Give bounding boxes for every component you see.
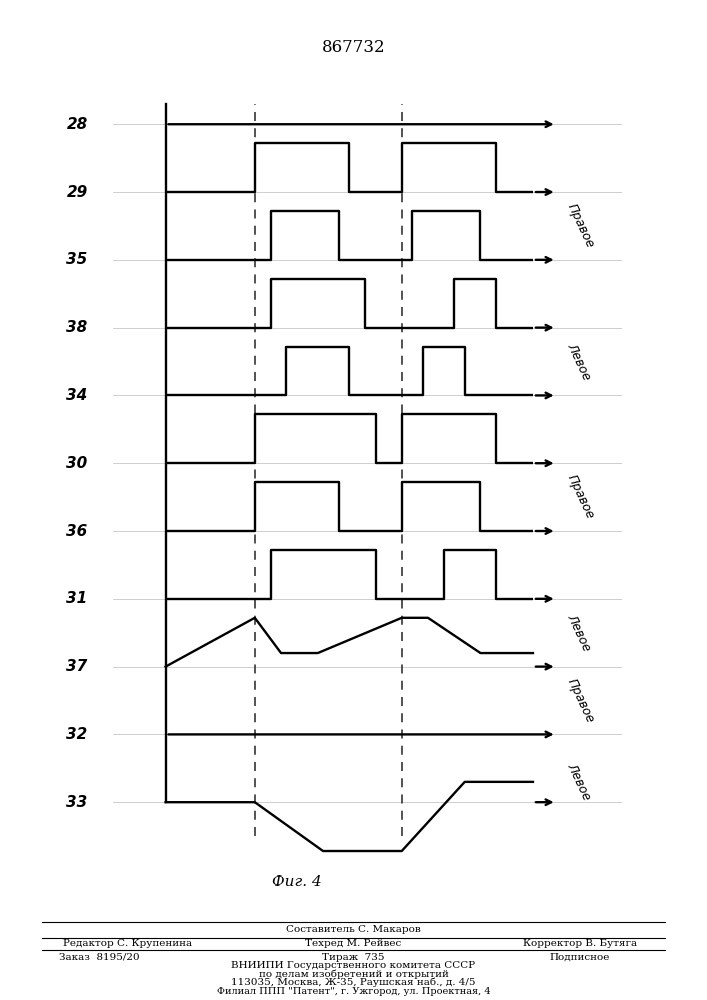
Text: Корректор В. Бутяга: Корректор В. Бутяга (522, 940, 637, 948)
Text: 35: 35 (66, 252, 88, 267)
Text: Правое: Правое (564, 473, 596, 521)
Text: Тираж  735: Тираж 735 (322, 952, 385, 962)
Text: 36: 36 (66, 524, 88, 539)
Text: по делам изобретений и открытий: по делам изобретений и открытий (259, 969, 448, 979)
Text: ВНИИПИ Государственного комитета СССР: ВНИИПИ Государственного комитета СССР (231, 962, 476, 970)
Text: Подписное: Подписное (549, 952, 610, 962)
Text: 31: 31 (66, 591, 88, 606)
Text: Левое: Левое (564, 761, 593, 803)
Text: 30: 30 (66, 456, 88, 471)
Text: 28: 28 (66, 117, 88, 132)
Text: Филиал ППП "Патент", г. Ужгород, ул. Проектная, 4: Филиал ППП "Патент", г. Ужгород, ул. Про… (216, 988, 491, 996)
Text: Левое: Левое (564, 612, 593, 654)
Text: Правое: Правое (564, 202, 596, 250)
Text: 113035, Москва, Ж-35, Раушская наб., д. 4/5: 113035, Москва, Ж-35, Раушская наб., д. … (231, 977, 476, 987)
Text: Левое: Левое (564, 341, 593, 382)
Text: 32: 32 (66, 727, 88, 742)
Text: 867732: 867732 (322, 38, 385, 55)
Text: Фиг. 4: Фиг. 4 (272, 875, 322, 889)
Text: 37: 37 (66, 659, 88, 674)
Text: Редактор С. Крупенина: Редактор С. Крупенина (63, 940, 192, 948)
Text: Правое: Правое (564, 676, 596, 725)
Text: 34: 34 (66, 388, 88, 403)
Text: Техред М. Рейвес: Техред М. Рейвес (305, 940, 402, 948)
Text: 29: 29 (66, 185, 88, 200)
Text: 38: 38 (66, 320, 88, 335)
Text: Составитель С. Макаров: Составитель С. Макаров (286, 924, 421, 934)
Text: Заказ  8195/20: Заказ 8195/20 (59, 952, 139, 962)
Text: 33: 33 (66, 795, 88, 810)
